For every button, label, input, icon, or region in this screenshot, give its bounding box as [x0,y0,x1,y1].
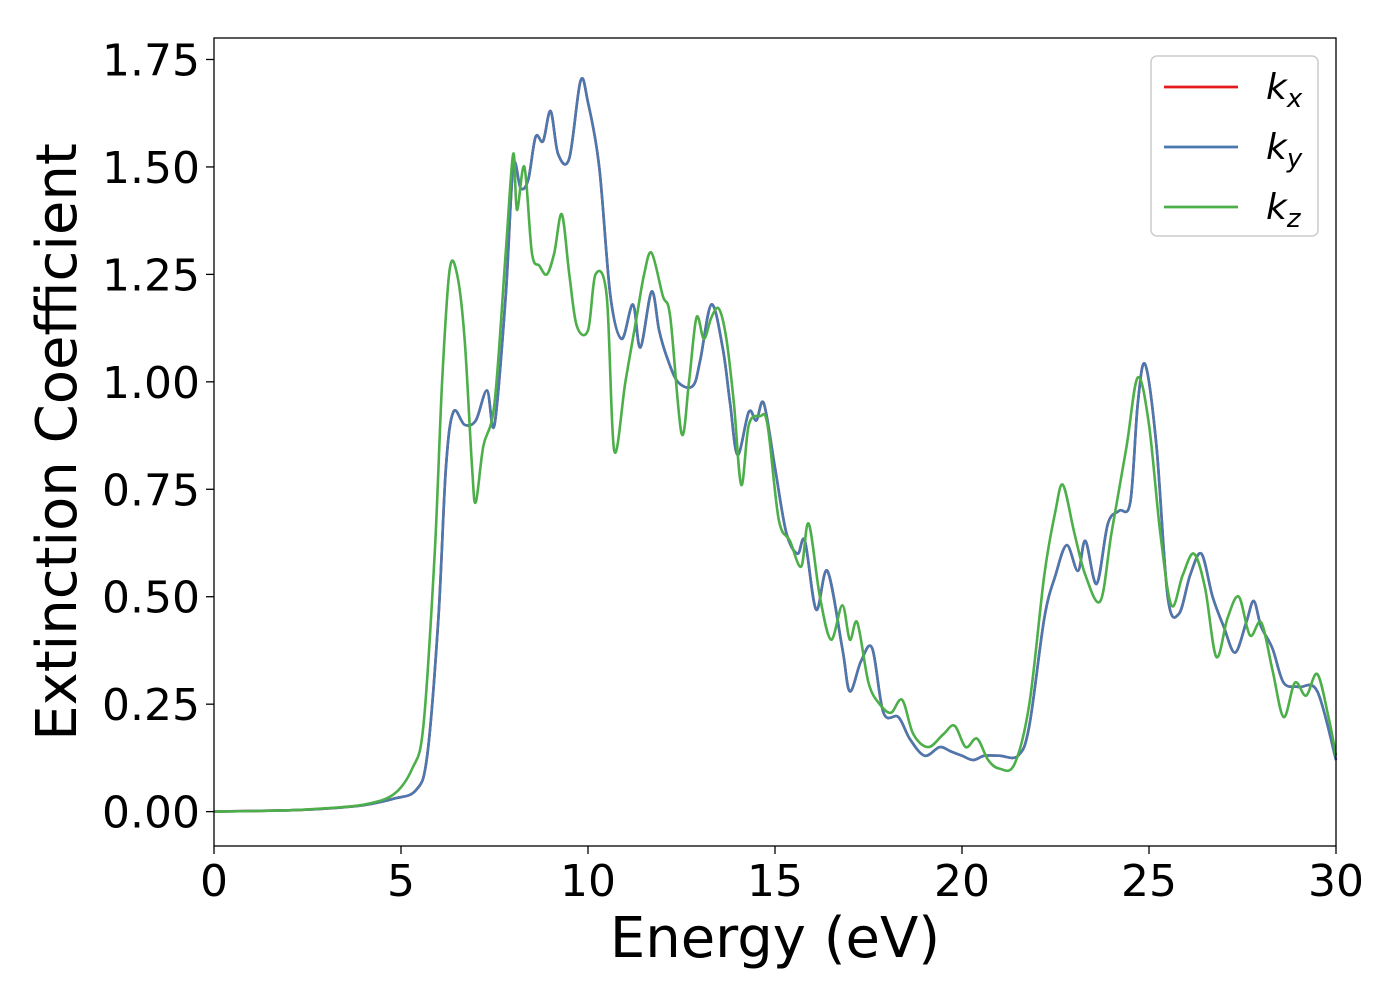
series-line-k-z [213,152,1338,813]
legend: kx ky kz [1150,55,1319,237]
legend-label-x: kx [1266,67,1303,114]
y-axis-title: Extinction Coefficient [25,143,90,741]
series-line-k-y [213,77,1338,813]
x-axis: 0 5 10 15 20 25 30 [200,846,1364,907]
x-tick-label: 25 [1121,856,1177,907]
legend-label-y: ky [1266,127,1303,174]
x-tick-label: 15 [747,856,803,907]
y-tick-label: 0.75 [102,465,200,516]
x-tick-label: 5 [387,856,415,907]
x-tick-label: 0 [200,856,228,907]
y-tick-label: 1.00 [102,358,200,409]
series-layer [213,77,1338,813]
y-tick-label: 0.25 [102,680,200,731]
y-tick-label: 1.75 [102,35,200,86]
y-tick-label: 0.50 [102,573,200,624]
x-tick-label: 10 [560,856,616,907]
x-tick-label: 20 [934,856,990,907]
y-tick-label: 1.50 [102,143,200,194]
y-axis: 0.00 0.25 0.50 0.75 1.00 1.25 1.50 1.75 [102,35,214,839]
legend-label-z: kz [1266,187,1302,234]
y-tick-label: 0.00 [102,788,200,839]
y-tick-label: 1.25 [102,250,200,301]
x-tick-label: 30 [1308,856,1364,907]
x-axis-title: Energy (eV) [610,906,940,971]
